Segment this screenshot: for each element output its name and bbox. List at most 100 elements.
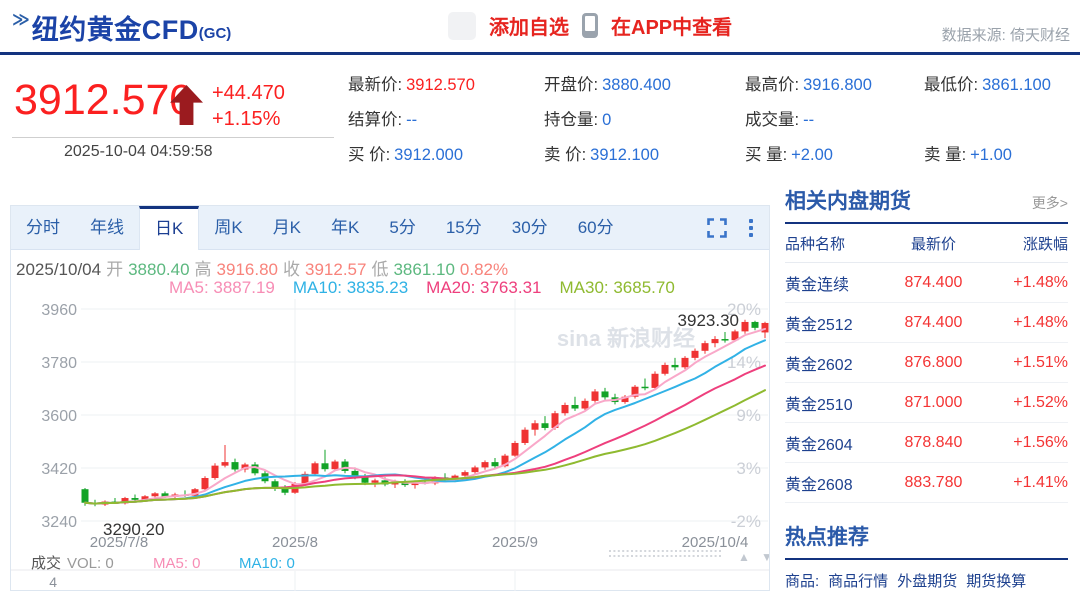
tab-日K[interactable]: 日K	[139, 206, 200, 250]
futures-table-header: 品种名称 最新价 涨跌幅	[785, 224, 1068, 263]
chart-tabbar: 分时 年线 日K 周K 月K 年K 5分 15分 30分 60分	[11, 206, 769, 250]
star-icon[interactable]	[448, 11, 476, 40]
ma5-label: MA5: 3887.19	[169, 278, 275, 297]
svg-text:VOL: 0: VOL: 0	[67, 555, 114, 572]
quote-field: 结算价: --	[348, 111, 418, 129]
data-source-label: 数据来源: 倚天财经	[941, 27, 1070, 44]
quote-field: 最高价: 3916.800	[745, 76, 872, 94]
quote-field: 开盘价: 3880.400	[544, 76, 671, 94]
svg-text:2025/7/8: 2025/7/8	[90, 534, 148, 551]
svg-text:3780: 3780	[41, 355, 77, 372]
change-percent: +1.15%	[212, 108, 281, 130]
divider	[12, 137, 334, 138]
futures-table-body: 黄金连续 874.400 +1.48% 黄金2512 874.400 +1.48% 黄金26…	[785, 263, 1068, 503]
hot-link-商品行情[interactable]: 商品行情	[828, 573, 889, 590]
quote-field: 最低价: 3861.100	[924, 76, 1051, 94]
svg-text:MA5: 0: MA5: 0	[153, 555, 201, 572]
last-price: 3912.570	[14, 76, 194, 124]
svg-text:MA10: 0: MA10: 0	[239, 555, 295, 572]
svg-text:3%: 3%	[736, 459, 761, 478]
related-futures-title: 相关内盘期货	[785, 190, 911, 213]
futures-row-黄金2604[interactable]: 黄金2604 878.840 +1.56%	[785, 423, 1068, 463]
svg-text:成交: 成交	[31, 554, 61, 572]
tab-30分[interactable]: 30分	[511, 218, 548, 237]
chart-date: 2025/10/04	[16, 260, 102, 279]
svg-text:3240: 3240	[41, 514, 77, 531]
chart-tabs: 分时 年线 日K 周K 月K 年K 5分 15分 30分 60分	[11, 206, 629, 250]
tab-年K[interactable]: 年K	[331, 218, 360, 237]
divider	[785, 222, 1068, 224]
hot-recommend-title: 热点推荐	[785, 526, 869, 549]
svg-text:2025/10/4: 2025/10/4	[682, 534, 749, 551]
futures-row-黄金2512[interactable]: 黄金2512 874.400 +1.48%	[785, 303, 1068, 343]
svg-text:14%: 14%	[727, 353, 761, 372]
quote-field: 持仓量: 0	[544, 111, 612, 129]
hot-link-期货换算[interactable]: 期货换算	[966, 573, 1027, 590]
svg-text:4: 4	[49, 574, 57, 590]
tab-月K[interactable]: 月K	[272, 218, 302, 237]
futures-row-黄金2510[interactable]: 黄金2510 871.000 +1.52%	[785, 383, 1068, 423]
svg-text:3420: 3420	[41, 461, 77, 478]
tab-60分[interactable]: 60分	[577, 218, 614, 237]
hot-link-外盘期货[interactable]: 外盘期货	[897, 573, 958, 590]
high-value: 3916.80	[216, 260, 278, 279]
pct-value: 0.82%	[459, 260, 509, 279]
more-link[interactable]: 更多>	[1031, 195, 1068, 211]
tab-15分[interactable]: 15分	[445, 218, 482, 237]
quote-field: 最新价: 3912.570	[348, 76, 475, 94]
change-value: +44.470	[212, 82, 285, 104]
svg-text:20%: 20%	[727, 300, 761, 319]
low-value: 3861.10	[393, 260, 455, 279]
svg-text:sina 新浪财经: sina 新浪财经	[557, 326, 695, 351]
fullscreen-icon[interactable]	[707, 217, 727, 238]
quote-timestamp: 2025-10-04 04:59:58	[64, 143, 213, 160]
quote-grid: 最新价: 3912.570 开盘价: 3880.400 最高价: 3916.800 最低价:…	[348, 71, 1074, 176]
quote-field: 卖 量: +1.00	[924, 146, 1012, 164]
kebab-menu-icon[interactable]	[749, 218, 753, 237]
futures-row-黄金2602[interactable]: 黄金2602 876.800 +1.51%	[785, 343, 1068, 383]
svg-text:3290.20: 3290.20	[103, 520, 164, 539]
instrument-title: ≫ 纽约黄金CFD (GC)	[12, 8, 231, 47]
svg-text:3923.30: 3923.30	[678, 311, 739, 330]
chart-panel: 分时 年线 日K 周K 月K 年K 5分 15分 30分 60分 2025/10/04 开 3880.…	[10, 205, 770, 591]
svg-text:-2%: -2%	[731, 512, 761, 531]
svg-text:▼: ▼	[761, 550, 769, 564]
ma20-label: MA20: 3763.31	[426, 278, 542, 297]
svg-text:9%: 9%	[736, 406, 761, 425]
view-in-app-link[interactable]: 在APP中查看	[611, 17, 733, 39]
tab-分时[interactable]: 分时	[26, 218, 60, 237]
tab-年线[interactable]: 年线	[90, 218, 124, 237]
close-value: 3912.57	[305, 260, 367, 279]
hot-links-label: 商品:	[785, 573, 820, 590]
phone-icon	[582, 13, 598, 38]
svg-text:2025/9: 2025/9	[492, 534, 538, 551]
open-value: 3880.40	[128, 260, 190, 279]
futures-row-黄金连续[interactable]: 黄金连续 874.400 +1.48%	[785, 263, 1068, 303]
symbol-code: (GC)	[198, 25, 232, 42]
page-title: 纽约黄金CFD	[31, 15, 199, 45]
top-header: ≫ 纽约黄金CFD (GC) 添加自选 在APP中查看 数据来源: 倚天财经	[0, 0, 1080, 55]
sidebar: 相关内盘期货 更多> 品种名称 最新价 涨跌幅 黄金连续 874.400 +1.48…	[785, 185, 1068, 591]
add-watchlist-link[interactable]: 添加自选	[489, 17, 569, 39]
futures-row-黄金2608[interactable]: 黄金2608 883.780 +1.41%	[785, 463, 1068, 503]
quote-field: 卖 价: 3912.100	[544, 146, 659, 164]
hot-links: 商品: 商品行情 外盘期货 期货换算	[785, 570, 1068, 591]
price-change: +44.470 +1.15%	[212, 80, 285, 132]
svg-text:3960: 3960	[41, 302, 77, 319]
svg-text:3600: 3600	[41, 408, 77, 425]
quote-field: 买 量: +2.00	[745, 146, 833, 164]
svg-text:▲: ▲	[738, 550, 750, 564]
ma30-label: MA30: 3685.70	[559, 278, 675, 297]
candlestick-chart[interactable]: 3960 20% 3780 14% 3600 9% 3420 3% 3240 -2% sina 新浪…	[11, 299, 769, 591]
tab-周K[interactable]: 周K	[214, 218, 243, 237]
ohlc-info-line: 2025/10/04 开 3880.40 高 3916.80 收 3912.57 低 3861.…	[16, 260, 509, 279]
quote-field: 成交量: --	[745, 111, 815, 129]
chevrons-icon: ≫	[12, 10, 30, 29]
svg-text:2025/8: 2025/8	[272, 534, 318, 551]
tab-5分[interactable]: 5分	[389, 218, 416, 237]
divider	[785, 558, 1068, 560]
quote-field: 买 价: 3912.000	[348, 146, 463, 164]
ma-info-line: MA5: 3887.19 MA10: 3835.23 MA20: 3763.31 MA…	[169, 278, 693, 298]
ma10-label: MA10: 3835.23	[292, 278, 409, 297]
